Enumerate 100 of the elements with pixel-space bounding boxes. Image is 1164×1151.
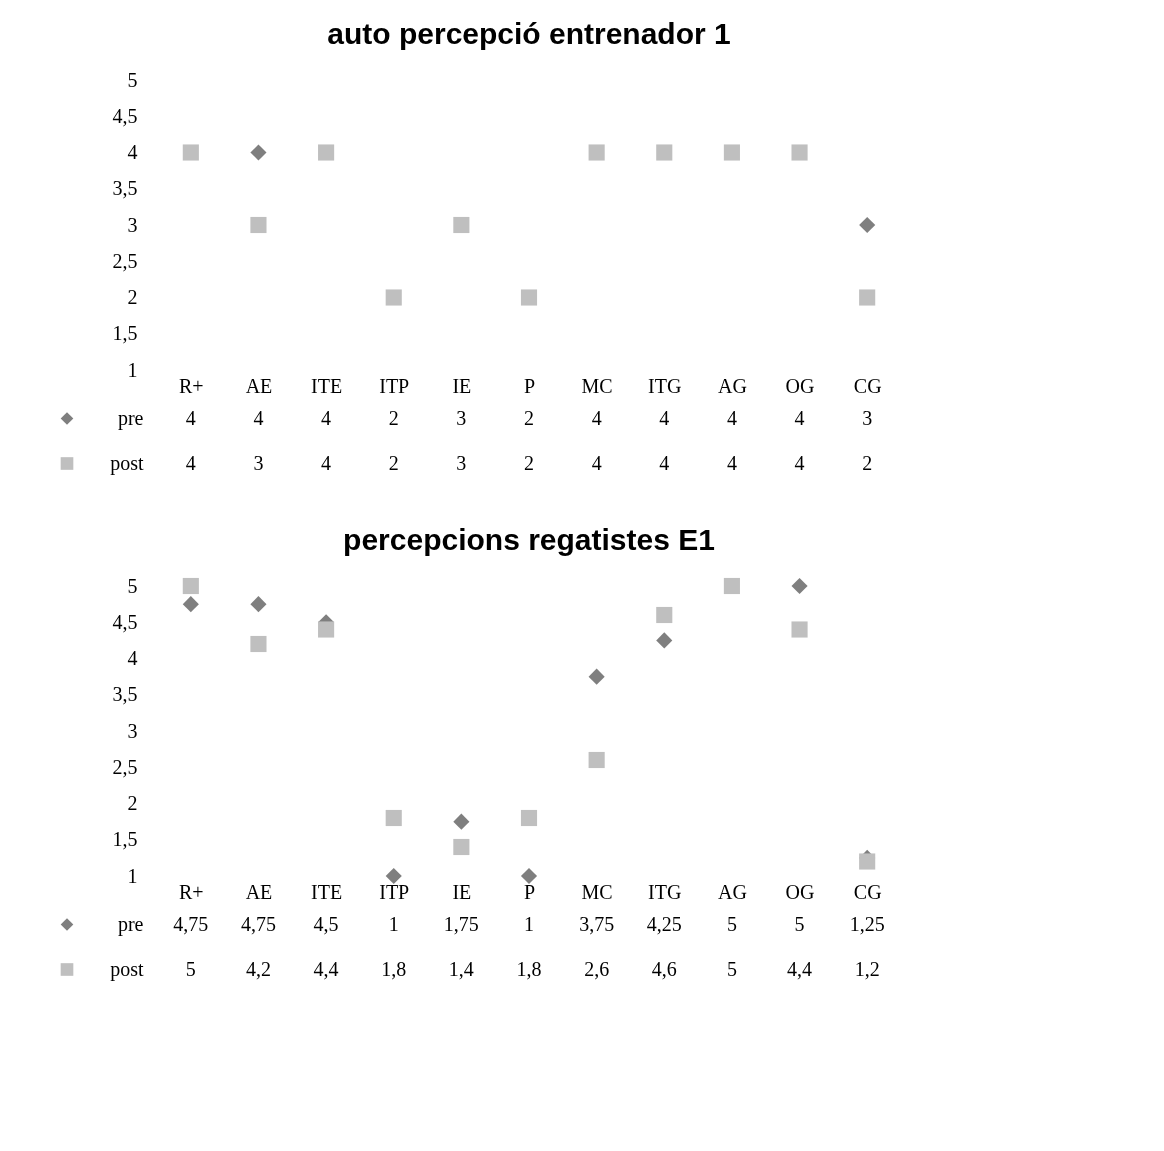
data-label: 1,4 — [448, 957, 474, 980]
point — [723, 144, 740, 161]
point — [791, 621, 808, 638]
point — [318, 144, 335, 161]
data-label: 4,4 — [313, 957, 339, 980]
y-tick-label: 1 — [127, 358, 138, 381]
x-tick-label: MC — [581, 880, 613, 903]
text: 4 — [726, 406, 737, 429]
legend-label: pre — [117, 913, 144, 936]
y-tick-label: 4 — [127, 647, 138, 669]
text: 4 — [794, 406, 805, 429]
y-tick-label: 2,5 — [112, 755, 138, 778]
point — [588, 668, 605, 685]
x-tick-label: OG — [785, 374, 815, 397]
text: 4 — [185, 406, 196, 429]
text: 3 — [456, 406, 467, 429]
x-tick-label: OG — [785, 880, 815, 903]
y-tick-label: 3,5 — [112, 177, 138, 200]
x-tick-label: R+ — [179, 374, 204, 397]
point — [859, 289, 876, 306]
point — [791, 577, 808, 595]
point — [791, 144, 808, 161]
point — [385, 867, 402, 885]
data-label: 3,75 — [579, 912, 615, 935]
point — [656, 632, 673, 649]
y-tick-label: 3 — [127, 719, 138, 742]
data-label: 2,6 — [584, 957, 610, 980]
data-label: 4 — [591, 451, 602, 474]
data-label: 4,6 — [651, 957, 677, 980]
x-tick-label: ITG — [648, 374, 682, 397]
y-tick-label: 3,5 — [112, 683, 138, 706]
x-tick-label: ITP — [379, 880, 410, 903]
point — [656, 606, 673, 624]
text: 2 — [388, 406, 399, 429]
point — [453, 813, 470, 830]
text: 5 — [726, 912, 737, 935]
y-tick-label: 4,5 — [112, 104, 138, 127]
point — [520, 867, 538, 885]
data-label: 1,25 — [849, 912, 885, 935]
data-label: 4,4 — [787, 957, 813, 980]
data-label: 4 — [659, 451, 670, 474]
data-label: 4,2 — [245, 957, 271, 980]
x-tick-label: R+ — [179, 880, 204, 903]
point — [723, 577, 740, 595]
data-label: 3 — [456, 451, 467, 474]
point — [859, 216, 876, 234]
text: 4 — [321, 406, 332, 429]
point — [453, 216, 470, 234]
x-tick-label: ITP — [379, 374, 410, 397]
x-tick-label: ITE — [311, 880, 343, 903]
y-tick-label: 1 — [127, 864, 138, 887]
data-label: 4 — [726, 451, 737, 474]
y-tick-label: 2 — [127, 792, 138, 814]
data-label: 4,25 — [646, 912, 682, 935]
data-label: 1 — [388, 912, 399, 935]
data-label: 2 — [524, 451, 534, 474]
point — [318, 621, 335, 638]
point — [588, 144, 605, 161]
y-tick-label: 2,5 — [112, 249, 138, 272]
x-tick-label: CG — [853, 880, 882, 903]
data-label: 4,75 — [240, 912, 276, 935]
y-tick-label: 5 — [127, 68, 138, 91]
point — [250, 216, 267, 234]
text: 4 — [659, 406, 670, 429]
y-tick-label: 3 — [127, 213, 138, 236]
legend-label: post — [110, 452, 144, 475]
point — [385, 289, 402, 306]
x-tick-label: AG — [717, 374, 747, 397]
data-label: 4,75 — [173, 912, 209, 935]
data-label: 5 — [794, 912, 805, 935]
x-tick-label: AE — [245, 880, 273, 903]
point — [250, 144, 267, 161]
point — [859, 853, 876, 870]
data-label: 4 — [253, 406, 264, 429]
point — [182, 577, 199, 595]
data-label: 4 — [185, 451, 196, 474]
data-label: 4 — [321, 451, 332, 474]
data-label: 4,5 — [313, 912, 339, 935]
x-tick-label: MC — [581, 374, 613, 397]
y-tick-label: 2 — [127, 286, 138, 308]
point — [385, 809, 402, 827]
data-label: 1,2 — [854, 957, 880, 980]
x-tick-label: AE — [245, 374, 273, 397]
x-tick-label: CG — [853, 374, 882, 397]
legend-label: pre — [117, 407, 144, 430]
chart-title: auto percepció entrenador 1 — [327, 17, 731, 50]
point — [588, 751, 605, 769]
point — [520, 289, 538, 306]
x-tick-label: IE — [452, 374, 472, 397]
x-tick-label: ITE — [311, 374, 343, 397]
y-tick-label: 1,5 — [112, 322, 138, 345]
x-tick-label: ITG — [648, 880, 682, 903]
data-label: 3 — [862, 406, 873, 429]
point — [182, 144, 199, 161]
x-tick-label: AG — [717, 880, 747, 903]
data-label: 1,8 — [516, 957, 542, 980]
y-tick-label: 1,5 — [112, 828, 138, 851]
data-label: 3 — [253, 451, 264, 474]
point — [520, 809, 538, 827]
data-label: 5 — [185, 957, 196, 980]
